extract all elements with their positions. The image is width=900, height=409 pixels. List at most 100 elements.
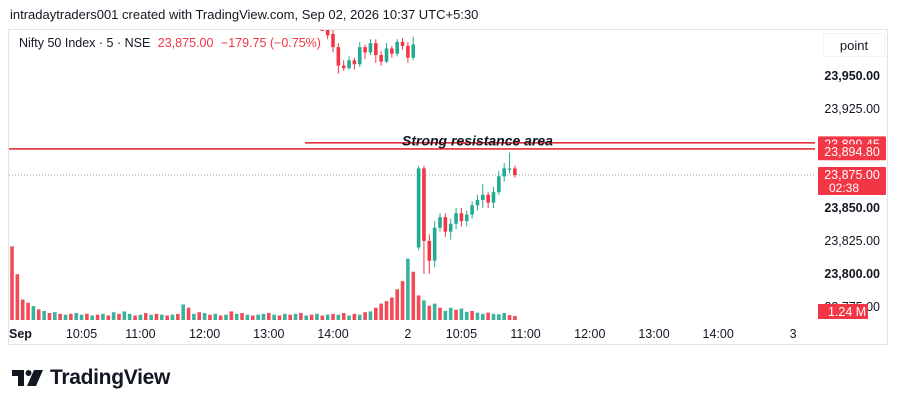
x-tick-label: Sep [9, 327, 32, 341]
volume-bar [507, 315, 512, 320]
volume-bar [491, 313, 496, 320]
volume-bar [101, 313, 105, 320]
candle-body [443, 217, 448, 232]
candle-body [390, 48, 394, 54]
volume-bar [208, 314, 212, 320]
volume-bar [15, 274, 20, 320]
candle-body [331, 33, 335, 48]
y-tick-label: 23,825.00 [824, 234, 880, 248]
symbol-name: Nifty 50 Index · 5 · NSE [19, 36, 151, 50]
volume-bar [138, 314, 143, 320]
volume-label-bg [818, 304, 868, 319]
volume-bar [240, 313, 244, 320]
volume-bar [374, 307, 378, 320]
countdown-label: 02:38 [829, 181, 859, 195]
volume-bar [309, 314, 314, 320]
volume-bar [368, 311, 373, 320]
price-label-lower-bg [818, 144, 886, 161]
candle-body [374, 43, 378, 56]
last-price-label: 23,875.00 [824, 168, 880, 182]
volume-bar [293, 313, 298, 320]
candle-body [438, 217, 442, 228]
x-tick-label: 2 [404, 327, 411, 341]
volume-bar [341, 313, 346, 320]
x-tick-label: 12:00 [189, 327, 220, 341]
candle-body [320, 30, 325, 31]
candle-body [400, 41, 405, 46]
volume-bar [443, 311, 448, 320]
volume-bar [31, 306, 36, 320]
volume-bar [438, 307, 442, 320]
volume-bar [213, 313, 218, 320]
candle-body [411, 44, 416, 58]
volume-label: 1.24 M [828, 305, 866, 319]
x-tick-label: 3 [790, 327, 797, 341]
volume-bar [154, 313, 159, 320]
volume-bar [122, 311, 127, 320]
candle-body [502, 168, 506, 177]
volume-bar [234, 313, 239, 320]
candle-body [341, 65, 346, 69]
volume-bar [459, 308, 464, 320]
volume-bar [69, 313, 73, 320]
volume-bar [149, 314, 153, 320]
volume-bar [250, 315, 255, 320]
candle-body [422, 168, 426, 241]
volume-bar [352, 313, 357, 320]
y-tick-label: 23,950.00 [824, 69, 880, 83]
x-tick-label: 13:00 [253, 327, 284, 341]
candle-body [325, 30, 330, 36]
volume-bar [256, 314, 260, 320]
candle-body [427, 240, 432, 261]
volume-bar [331, 313, 335, 320]
volume-bar [202, 313, 207, 320]
volume-bar [229, 311, 234, 320]
candle-body [486, 194, 490, 203]
price-scale-mode-button[interactable]: point [823, 33, 885, 57]
volume-bar [63, 314, 68, 320]
volume-bar [427, 305, 432, 320]
candle-body [336, 47, 341, 66]
tradingview-wordmark: TradingView [50, 366, 171, 389]
volume-bar [47, 313, 52, 320]
chart-caption: intradaytraders001 created with TradingV… [10, 7, 479, 22]
volume-bar [357, 314, 362, 320]
candle-body [513, 168, 517, 175]
candle-body [432, 227, 437, 261]
volume-bar [513, 315, 517, 320]
candle-body [459, 213, 464, 222]
volume-bar [245, 314, 250, 320]
volume-bar [224, 314, 228, 320]
volume-bar [422, 300, 426, 320]
chart-frame[interactable] [8, 29, 888, 345]
candle-body [497, 176, 501, 193]
candle-body [357, 47, 362, 65]
volume-bar [384, 301, 389, 320]
x-tick-label: 14:00 [317, 327, 348, 341]
volume-bar [74, 313, 78, 320]
volume-bar [261, 313, 266, 320]
volume-bar [277, 315, 282, 320]
symbol-legend[interactable]: Nifty 50 Index · 5 · NSE 23,875.00 −179.… [19, 36, 321, 50]
volume-bar [53, 312, 57, 320]
volume-bar [395, 289, 399, 320]
volume-bar [448, 307, 453, 320]
volume-bar [454, 309, 458, 320]
last-price: 23,875.00 [157, 36, 214, 50]
candle-body [475, 200, 480, 206]
volume-bar [470, 311, 474, 320]
volume-bar [288, 314, 292, 320]
volume-bar [502, 313, 506, 320]
resistance-annotation: Strong resistance area [402, 133, 553, 149]
footer-brand: TradingView [12, 366, 170, 390]
volume-bar [304, 315, 309, 320]
volume-bar [165, 315, 169, 320]
volume-bar [79, 314, 84, 320]
y-tick-label: 23,925.00 [824, 102, 880, 116]
volume-bar [218, 315, 223, 320]
candles [320, 30, 517, 274]
candle-body [379, 55, 383, 62]
volume-bar [20, 299, 25, 320]
